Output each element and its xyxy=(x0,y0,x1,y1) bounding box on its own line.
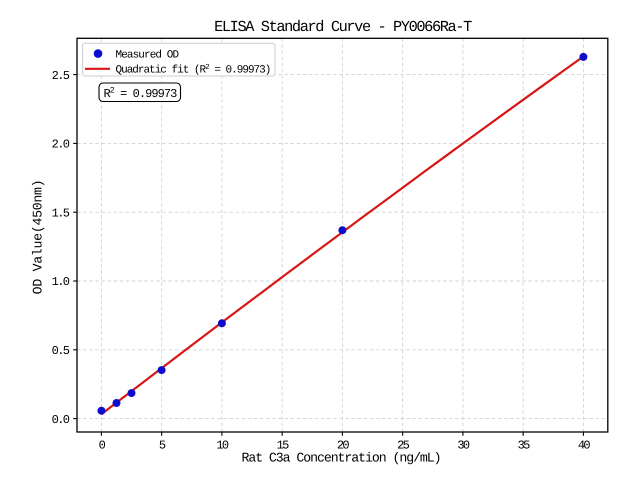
svg-text:0.5: 0.5 xyxy=(52,344,70,358)
svg-text:25: 25 xyxy=(397,439,410,453)
svg-text:0.0: 0.0 xyxy=(52,413,70,427)
svg-text:Rat C3a Concentration (ng/mL): Rat C3a Concentration (ng/mL) xyxy=(241,451,440,466)
svg-text:30: 30 xyxy=(457,439,470,453)
svg-text:ELISA Standard Curve - PY0066R: ELISA Standard Curve - PY0066Ra-T xyxy=(214,18,472,36)
svg-text:5: 5 xyxy=(159,439,166,453)
svg-text:1.5: 1.5 xyxy=(52,206,70,220)
svg-text:OD Value(450nm): OD Value(450nm) xyxy=(31,180,46,295)
svg-text:Measured OD: Measured OD xyxy=(116,49,180,61)
svg-text:15: 15 xyxy=(277,439,290,453)
svg-text:2.5: 2.5 xyxy=(52,69,70,83)
svg-text:R2 = 0.99973: R2 = 0.99973 xyxy=(104,86,178,101)
svg-text:10: 10 xyxy=(216,439,229,453)
svg-text:40: 40 xyxy=(578,439,591,453)
svg-text:35: 35 xyxy=(518,439,531,453)
svg-text:0: 0 xyxy=(99,439,106,453)
svg-text:20: 20 xyxy=(337,439,350,453)
svg-text:2.0: 2.0 xyxy=(52,138,70,152)
svg-text:1.0: 1.0 xyxy=(52,275,70,289)
svg-text:Quadratic fit (R2 = 0.99973): Quadratic fit (R2 = 0.99973) xyxy=(116,63,271,77)
